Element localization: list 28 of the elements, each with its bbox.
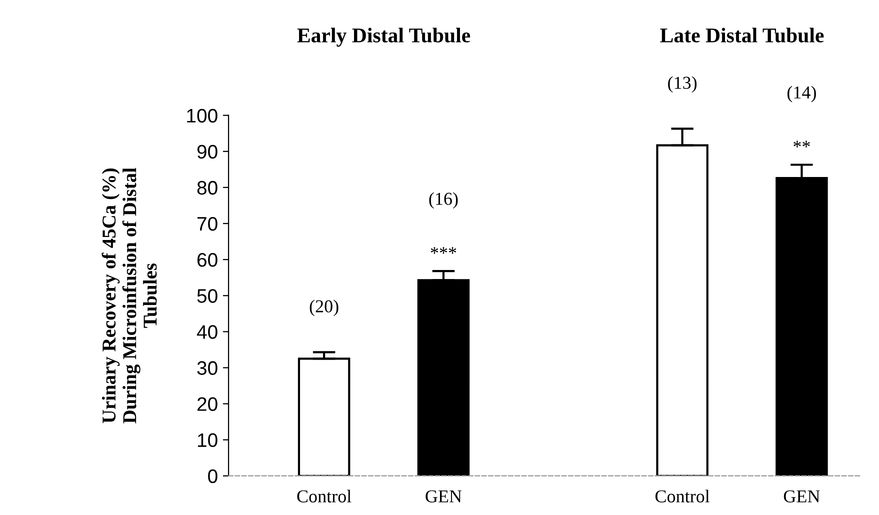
bar	[417, 279, 470, 476]
y-tick-label: 80	[197, 180, 218, 195]
x-tick-label: GEN	[426, 490, 462, 502]
y-tick-label: 70	[197, 216, 218, 231]
y-tick-label: 90	[197, 144, 218, 159]
text: (13)	[668, 76, 697, 93]
y-tick-label: 10	[198, 433, 218, 448]
x-tick-label: Control	[655, 490, 710, 502]
y-tick-label: 40	[196, 325, 218, 339]
annotation: (20)	[310, 300, 338, 316]
bar	[776, 177, 828, 476]
text: Early Distal Tubule	[297, 28, 470, 47]
data-label: **	[794, 140, 810, 148]
y-tick-label: 100	[187, 108, 218, 123]
bar	[656, 144, 708, 476]
bar	[298, 358, 350, 476]
y-tick-label: 0	[208, 469, 218, 484]
text: Late Distal Tubule	[660, 28, 824, 42]
y-tick-label: 60	[197, 253, 218, 267]
x-tick-label: Control	[297, 490, 352, 502]
y-axis-title: Urinary Recovery of 45Ca (%) During Microinfusion of Distal Tubules	[102, 168, 157, 424]
data-label: ***	[430, 247, 456, 254]
y-tick-label: 50	[197, 289, 218, 303]
y-tick-label: 20	[197, 397, 218, 411]
annotation: (16)	[429, 192, 458, 209]
x-tick-label: GEN	[784, 490, 820, 502]
text: (14)	[787, 86, 816, 102]
y-tick-label: 30	[197, 361, 218, 375]
